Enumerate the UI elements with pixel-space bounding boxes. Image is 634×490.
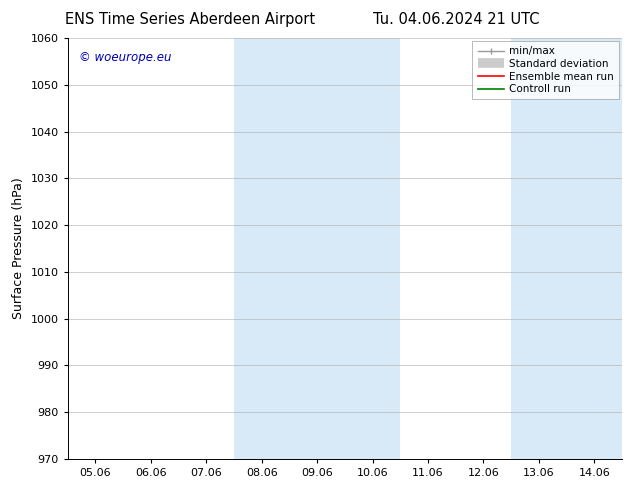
Text: © woeurope.eu: © woeurope.eu bbox=[79, 50, 171, 64]
Bar bbox=[511, 38, 622, 459]
Bar bbox=[234, 38, 400, 459]
Text: Tu. 04.06.2024 21 UTC: Tu. 04.06.2024 21 UTC bbox=[373, 12, 540, 27]
Text: ENS Time Series Aberdeen Airport: ENS Time Series Aberdeen Airport bbox=[65, 12, 315, 27]
Legend: min/max, Standard deviation, Ensemble mean run, Controll run: min/max, Standard deviation, Ensemble me… bbox=[472, 41, 619, 99]
Y-axis label: Surface Pressure (hPa): Surface Pressure (hPa) bbox=[12, 178, 25, 319]
